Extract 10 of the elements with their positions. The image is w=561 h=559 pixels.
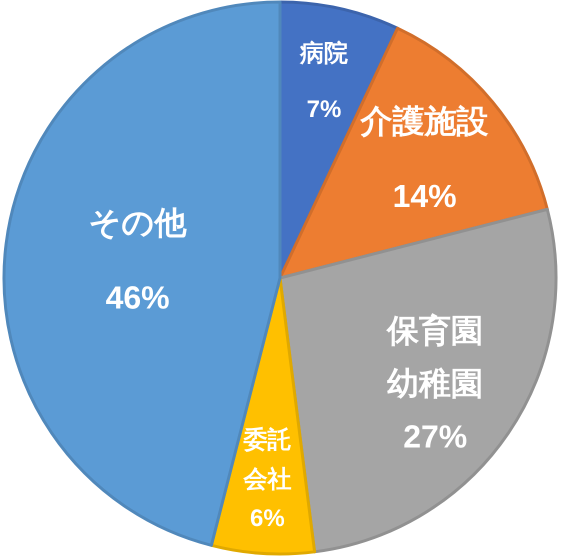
data-label: 14% [392,178,457,214]
data-label: 27% [403,418,468,454]
slice-label: 委託会社 [242,426,292,493]
data-label: 46% [106,280,170,316]
slice-label: 病院 [298,40,348,67]
slice-label: 介護施設 [360,102,489,139]
slice-label: その他 [88,204,188,240]
data-label: 7% [306,96,342,124]
slice-label: 保育園幼稚園 [386,312,484,402]
data-label: 6% [250,505,285,532]
